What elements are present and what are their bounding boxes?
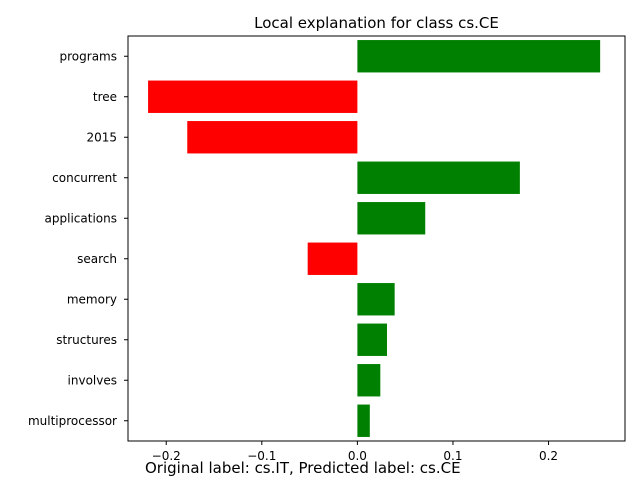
y-axis: programs tree 2015 concurrent applications se… [28,49,128,428]
bar-search [307,242,358,275]
bar-programs [357,40,601,73]
plot-frame [127,35,626,442]
y-tick-label: concurrent [52,171,117,185]
x-tick-label: 0.0 [348,449,367,463]
y-tick-label: 2015 [86,130,117,144]
chart-title: Local explanation for class cs.CE [254,14,499,32]
bar-involves [357,364,381,397]
x-tick-label: −0.2 [152,449,181,463]
bar-tree [148,80,358,113]
x-tick-label: −0.1 [247,449,276,463]
y-tick-label: structures [56,333,117,347]
prediction-caption: Original label: cs.IT, Predicted label: … [145,459,461,477]
bar-multiprocessor [357,404,370,437]
y-tick-label: multiprocessor [28,414,117,428]
bar-applications [357,202,426,235]
x-tick-label: 0.2 [539,449,558,463]
y-tick-label: tree [93,90,117,104]
y-tick-label: search [77,252,117,266]
bars-group [148,40,601,437]
y-tick-label: programs [60,49,117,63]
x-tick-label: 0.1 [443,449,462,463]
bar-structures [357,323,388,356]
bar-concurrent [357,161,520,194]
y-tick-label: applications [45,211,117,225]
bar-memory [357,283,395,316]
y-tick-label: memory [67,292,117,306]
x-axis: −0.2 −0.1 0.0 0.1 0.2 [152,441,558,463]
y-tick-label: involves [68,373,117,387]
bar-2015 [187,121,358,154]
